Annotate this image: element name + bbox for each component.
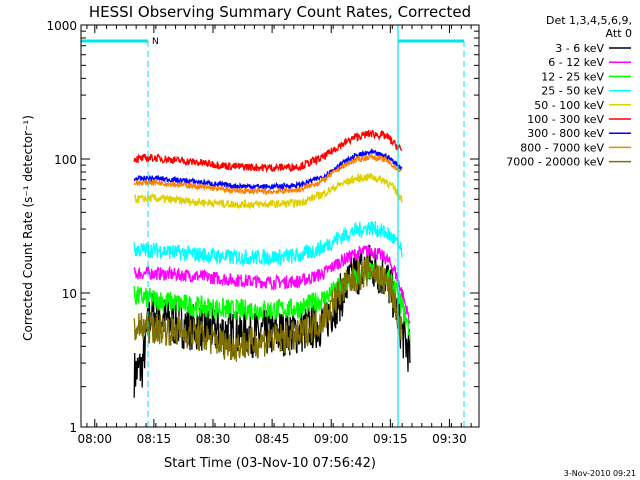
y-tick-label: 10 [62, 287, 77, 301]
x-tick-label: 08:00 [77, 432, 112, 446]
x-tick-label: 08:30 [196, 432, 231, 446]
plot-frame [80, 24, 480, 428]
legend-label: 25 - 50 keV [541, 85, 604, 98]
y-tick-label: 1 [69, 421, 77, 435]
x-tick-label: 08:15 [137, 432, 172, 446]
legend-label: 800 - 7000 keV [520, 141, 604, 154]
x-tick-label: 09:00 [314, 432, 349, 446]
x-tick-label: 09:30 [432, 432, 467, 446]
legend-title-line-2: Att 0 [606, 27, 632, 40]
legend-label: 50 - 100 keV [534, 99, 604, 112]
n-marker-label: N [152, 37, 159, 47]
legend-label: 6 - 12 keV [548, 56, 604, 69]
series-line-5 [133, 129, 403, 174]
series-line-7 [133, 153, 403, 196]
y-tick-label: 1000 [46, 19, 77, 33]
footer-timestamp: 3-Nov-2010 09:21 [564, 469, 636, 478]
chart-title: HESSI Observing Summary Count Rates, Cor… [89, 3, 471, 21]
y-axis-label: Corrected Count Rate (s⁻¹ detector⁻¹) [21, 115, 35, 341]
y-tick-label: 100 [54, 153, 77, 167]
series-line-1 [133, 244, 411, 325]
axes-layer: 08:00 08:15 08:30 08:45 09:00 09:15 09:30 1 10 10… [46, 19, 480, 446]
legend-label: 3 - 6 keV [555, 42, 604, 55]
y-axis-label-text: Corrected Count Rate (s⁻¹ detector⁻¹) [21, 115, 35, 341]
series-line-4 [133, 172, 403, 211]
series-line-3 [133, 220, 403, 267]
legend-title-line-1: Det 1,3,4,5,6,9, [546, 14, 632, 27]
legend-label: 12 - 25 keV [541, 70, 604, 83]
legend-label: 300 - 800 keV [527, 127, 604, 140]
x-tick-label: 08:45 [255, 432, 290, 446]
x-tick-label: 09:15 [373, 432, 408, 446]
legend-label: 7000 - 20000 keV [506, 156, 604, 169]
legend-label: 100 - 300 keV [527, 113, 604, 126]
series-line-8 [133, 254, 403, 362]
x-axis-label: Start Time (03-Nov-10 07:56:42) [164, 456, 376, 471]
series-layer [133, 129, 411, 398]
